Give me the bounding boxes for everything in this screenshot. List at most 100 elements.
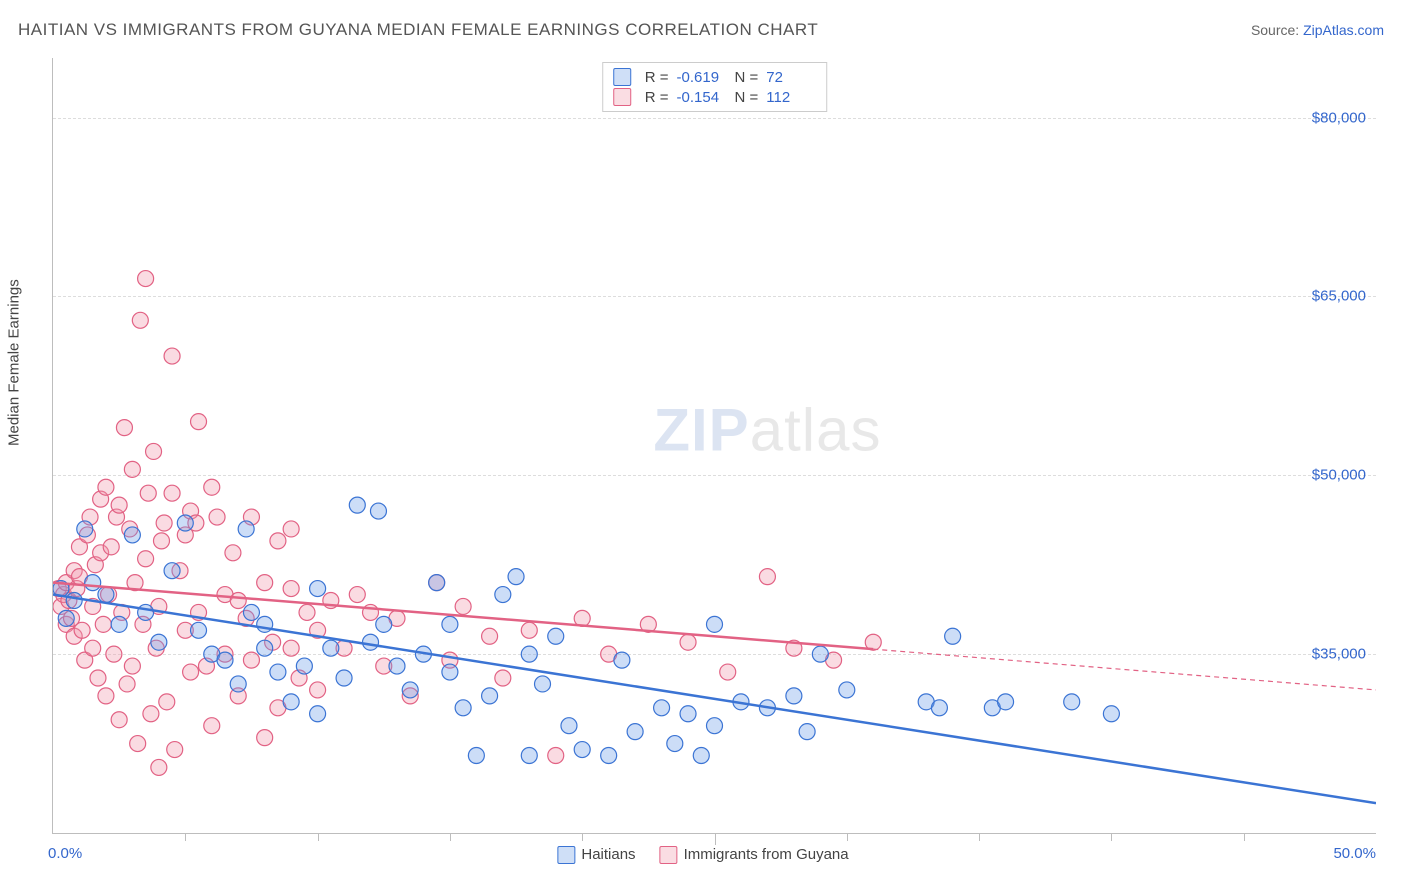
point-haitians [839, 682, 855, 698]
point-guyana [85, 640, 101, 656]
point-haitians [370, 503, 386, 519]
point-haitians [1103, 706, 1119, 722]
point-haitians [521, 646, 537, 662]
point-haitians [85, 575, 101, 591]
source-link[interactable]: ZipAtlas.com [1303, 22, 1384, 38]
point-haitians [66, 593, 82, 609]
point-haitians [58, 610, 74, 626]
point-haitians [693, 748, 709, 764]
chart-svg [53, 58, 1376, 833]
point-haitians [283, 694, 299, 710]
point-haitians [77, 521, 93, 537]
point-haitians [707, 616, 723, 632]
point-guyana [124, 658, 140, 674]
point-guyana [455, 598, 471, 614]
point-guyana [103, 539, 119, 555]
point-haitians [1064, 694, 1080, 710]
point-guyana [191, 414, 207, 430]
point-guyana [548, 748, 564, 764]
point-guyana [230, 593, 246, 609]
point-guyana [119, 676, 135, 692]
point-haitians [363, 634, 379, 650]
point-guyana [257, 575, 273, 591]
point-guyana [143, 706, 159, 722]
point-haitians [336, 670, 352, 686]
point-guyana [130, 736, 146, 752]
point-guyana [183, 664, 199, 680]
point-haitians [680, 706, 696, 722]
n-label: N = [735, 69, 759, 86]
n-value: 112 [766, 89, 816, 106]
point-haitians [614, 652, 630, 668]
point-haitians [389, 658, 405, 674]
source-label: Source: [1251, 22, 1299, 38]
legend-swatch [557, 846, 575, 864]
point-haitians [931, 700, 947, 716]
point-guyana [257, 730, 273, 746]
point-haitians [217, 652, 233, 668]
legend-swatch [613, 88, 631, 106]
correlation-legend: R =-0.619N =72R =-0.154N =112 [602, 62, 828, 112]
y-axis-label: Median Female Earnings [6, 279, 23, 446]
point-guyana [164, 485, 180, 501]
point-guyana [156, 515, 172, 531]
point-haitians [998, 694, 1014, 710]
point-haitians [138, 604, 154, 620]
point-guyana [225, 545, 241, 561]
point-haitians [786, 688, 802, 704]
point-guyana [159, 694, 175, 710]
point-haitians [667, 736, 683, 752]
point-haitians [111, 616, 127, 632]
x-tick [1244, 833, 1245, 841]
point-guyana [283, 521, 299, 537]
n-label: N = [735, 89, 759, 106]
point-guyana [680, 634, 696, 650]
point-guyana [204, 479, 220, 495]
x-axis-max-label: 50.0% [1333, 845, 1376, 862]
point-guyana [98, 479, 114, 495]
point-guyana [167, 742, 183, 758]
point-guyana [209, 509, 225, 525]
point-haitians [177, 515, 193, 531]
point-guyana [124, 461, 140, 477]
point-guyana [116, 420, 132, 436]
legend-swatch [660, 846, 678, 864]
source-attribution: Source: ZipAtlas.com [1251, 22, 1384, 38]
n-value: 72 [766, 69, 816, 86]
point-haitians [627, 724, 643, 740]
legend-label: Haitians [581, 846, 635, 863]
point-guyana [243, 652, 259, 668]
point-haitians [349, 497, 365, 513]
point-guyana [153, 533, 169, 549]
point-haitians [124, 527, 140, 543]
point-haitians [296, 658, 312, 674]
point-guyana [270, 533, 286, 549]
x-tick [847, 833, 848, 841]
x-tick [582, 833, 583, 841]
point-guyana [164, 348, 180, 364]
x-axis-min-label: 0.0% [48, 845, 82, 862]
point-haitians [151, 634, 167, 650]
point-haitians [310, 706, 326, 722]
point-haitians [98, 587, 114, 603]
chart-title: HAITIAN VS IMMIGRANTS FROM GUYANA MEDIAN… [18, 20, 818, 40]
point-haitians [270, 664, 286, 680]
plot-area: ZIPatlas R =-0.619N =72R =-0.154N =112 $… [52, 58, 1376, 834]
point-haitians [482, 688, 498, 704]
r-value: -0.154 [677, 89, 727, 106]
point-haitians [812, 646, 828, 662]
point-guyana [106, 646, 122, 662]
point-guyana [74, 622, 90, 638]
point-haitians [238, 521, 254, 537]
point-guyana [482, 628, 498, 644]
point-guyana [90, 670, 106, 686]
point-haitians [561, 718, 577, 734]
r-value: -0.619 [677, 69, 727, 86]
point-guyana [720, 664, 736, 680]
point-haitians [495, 587, 511, 603]
point-guyana [204, 718, 220, 734]
legend-item-guyana: Immigrants from Guyana [660, 846, 849, 864]
point-guyana [111, 497, 127, 513]
point-guyana [95, 616, 111, 632]
r-label: R = [645, 69, 669, 86]
